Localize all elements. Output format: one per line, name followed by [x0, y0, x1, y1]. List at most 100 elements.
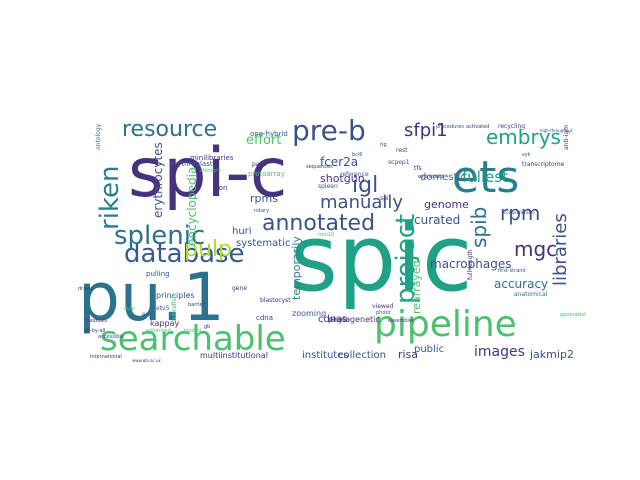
word-high-throughput: high-throughput [540, 128, 573, 133]
word-rest: rest [396, 147, 408, 154]
word-sequences: sequences [306, 164, 333, 170]
word-mgc: mgc [514, 237, 557, 261]
word-kappay: kappay [150, 319, 179, 328]
word-pu-1: pu.1 [78, 259, 225, 336]
word-www-ebi-ac-uk: www.ebi.ac.uk [132, 358, 162, 363]
word-anatomical: anatomical [514, 291, 548, 298]
word-annotated: annotated [262, 211, 375, 236]
word-expressed: expressed [418, 174, 444, 180]
word-protoarray: protoarray [248, 170, 285, 178]
word-mm10: mm10 [318, 232, 334, 238]
word-accuracy: accuracy [494, 277, 548, 291]
word-activated: activated [466, 124, 489, 130]
word-erythrocytes: erythrocytes [151, 142, 165, 218]
word-manually: manually [320, 192, 403, 213]
word-cdna: cdna [256, 314, 273, 322]
word-effort: effort [246, 133, 281, 148]
word-splenic: splenic [114, 221, 205, 251]
word-pooled: pooled [184, 328, 201, 334]
word-blastocyst: blastocyst [260, 297, 291, 304]
word-gb: gb [204, 324, 210, 330]
word-ets: ets [452, 152, 519, 203]
word-zooming: zooming [292, 309, 326, 318]
word-shotgun: shotgun [320, 172, 365, 185]
word-minilibraries: minilibraries [190, 154, 234, 162]
word-transcriptome: transcriptome [522, 161, 565, 168]
word-pulp: pulp [184, 237, 232, 262]
word-domestic: domestic [420, 172, 466, 183]
word-anti-igm: anti-igm [563, 125, 570, 150]
word-risa: risa [398, 348, 418, 361]
word-generated: generated [560, 312, 586, 318]
word-embrys: embrys [486, 125, 561, 149]
word-drawn: drawn [78, 286, 94, 292]
word-searchable: searchable [100, 319, 286, 359]
word-scpep1: scpep1 [388, 159, 410, 166]
word-phylogenetic: phylogenetic [328, 315, 380, 324]
word-fcer2a: fcer2a [320, 155, 358, 169]
word-rotary: rotary [254, 208, 269, 214]
word-reference: reference [340, 171, 369, 178]
word-procedures: procedures [436, 124, 464, 130]
word-sfpi1: sfpi1 [404, 120, 448, 141]
word-rearrayed: rearrayed [410, 260, 423, 314]
word-database: database [124, 239, 245, 269]
word-rpms: rpms [250, 192, 278, 205]
word-genome: genome [424, 198, 469, 211]
word-institutes: institutes [302, 350, 349, 361]
word-spleen: spleen [318, 183, 338, 190]
word-zebrafish: zebrafish [171, 294, 178, 322]
word-huri: huri [232, 226, 252, 237]
word-temporarily: temporarily [290, 236, 303, 300]
word-igl: igl [352, 173, 378, 198]
word-spib: spib [467, 207, 491, 248]
word-fullest: fullest [462, 168, 508, 186]
word-international: international [90, 354, 122, 360]
word-macrophages: macrophages [430, 257, 511, 271]
word-erythroblast: erythroblast [170, 160, 213, 168]
word-riken: riken [95, 165, 125, 230]
word-ontology: ontology [95, 123, 102, 150]
word-first-strand: first-strand [498, 268, 526, 274]
word-principles: principles [156, 291, 195, 300]
word-encyclopedia: encyclopedia [185, 167, 199, 246]
word-tfs: tfs [414, 165, 422, 172]
word-collection: collection [338, 350, 386, 361]
word-spi: spi [380, 195, 389, 202]
word-accessible: accessible [98, 334, 124, 340]
word-inferred: inferred [330, 318, 350, 324]
word-spi-c: spi-c [128, 134, 287, 213]
word-pipeline: pipeline [374, 304, 517, 345]
word-rpm: rpm [500, 201, 540, 225]
word-rig: rig [380, 142, 387, 148]
word-enhanced: enhanced [146, 328, 171, 334]
word-recycling: recycling [498, 123, 525, 130]
word-modules: modules [86, 318, 108, 324]
word-all-by-all: all-by-all [84, 328, 105, 334]
word-images: images [474, 344, 525, 360]
word-pulling: pulling [146, 270, 170, 278]
word-pax5: pax5 [252, 161, 267, 168]
word-gene: gene [232, 285, 247, 292]
word-project: project [391, 214, 421, 304]
word-barrier: barrier [188, 302, 206, 308]
word-curated: curated [414, 213, 460, 227]
word-iron: iron [214, 184, 227, 192]
word-comprehensive: comprehensive [504, 210, 535, 215]
word-public: public [414, 344, 444, 355]
word-spic: spic [290, 205, 472, 312]
word-systematic: systematic [236, 238, 290, 249]
word-photo: photo [376, 310, 390, 316]
word-chimeric: chimeric [200, 168, 222, 174]
word-bcl6: bcl6 [352, 152, 363, 158]
word-dual: dual [124, 306, 135, 312]
word-erg: erg [142, 311, 152, 318]
word-multiinstitutional: multiinstitutional [200, 351, 268, 360]
word-resource: resource [122, 117, 217, 142]
word-syk: syk [522, 152, 531, 158]
word-one-hybrid: one-hybrid [250, 130, 288, 138]
word-assembler: assembler [388, 318, 415, 324]
word-jakmip2: jakmip2 [529, 348, 574, 361]
